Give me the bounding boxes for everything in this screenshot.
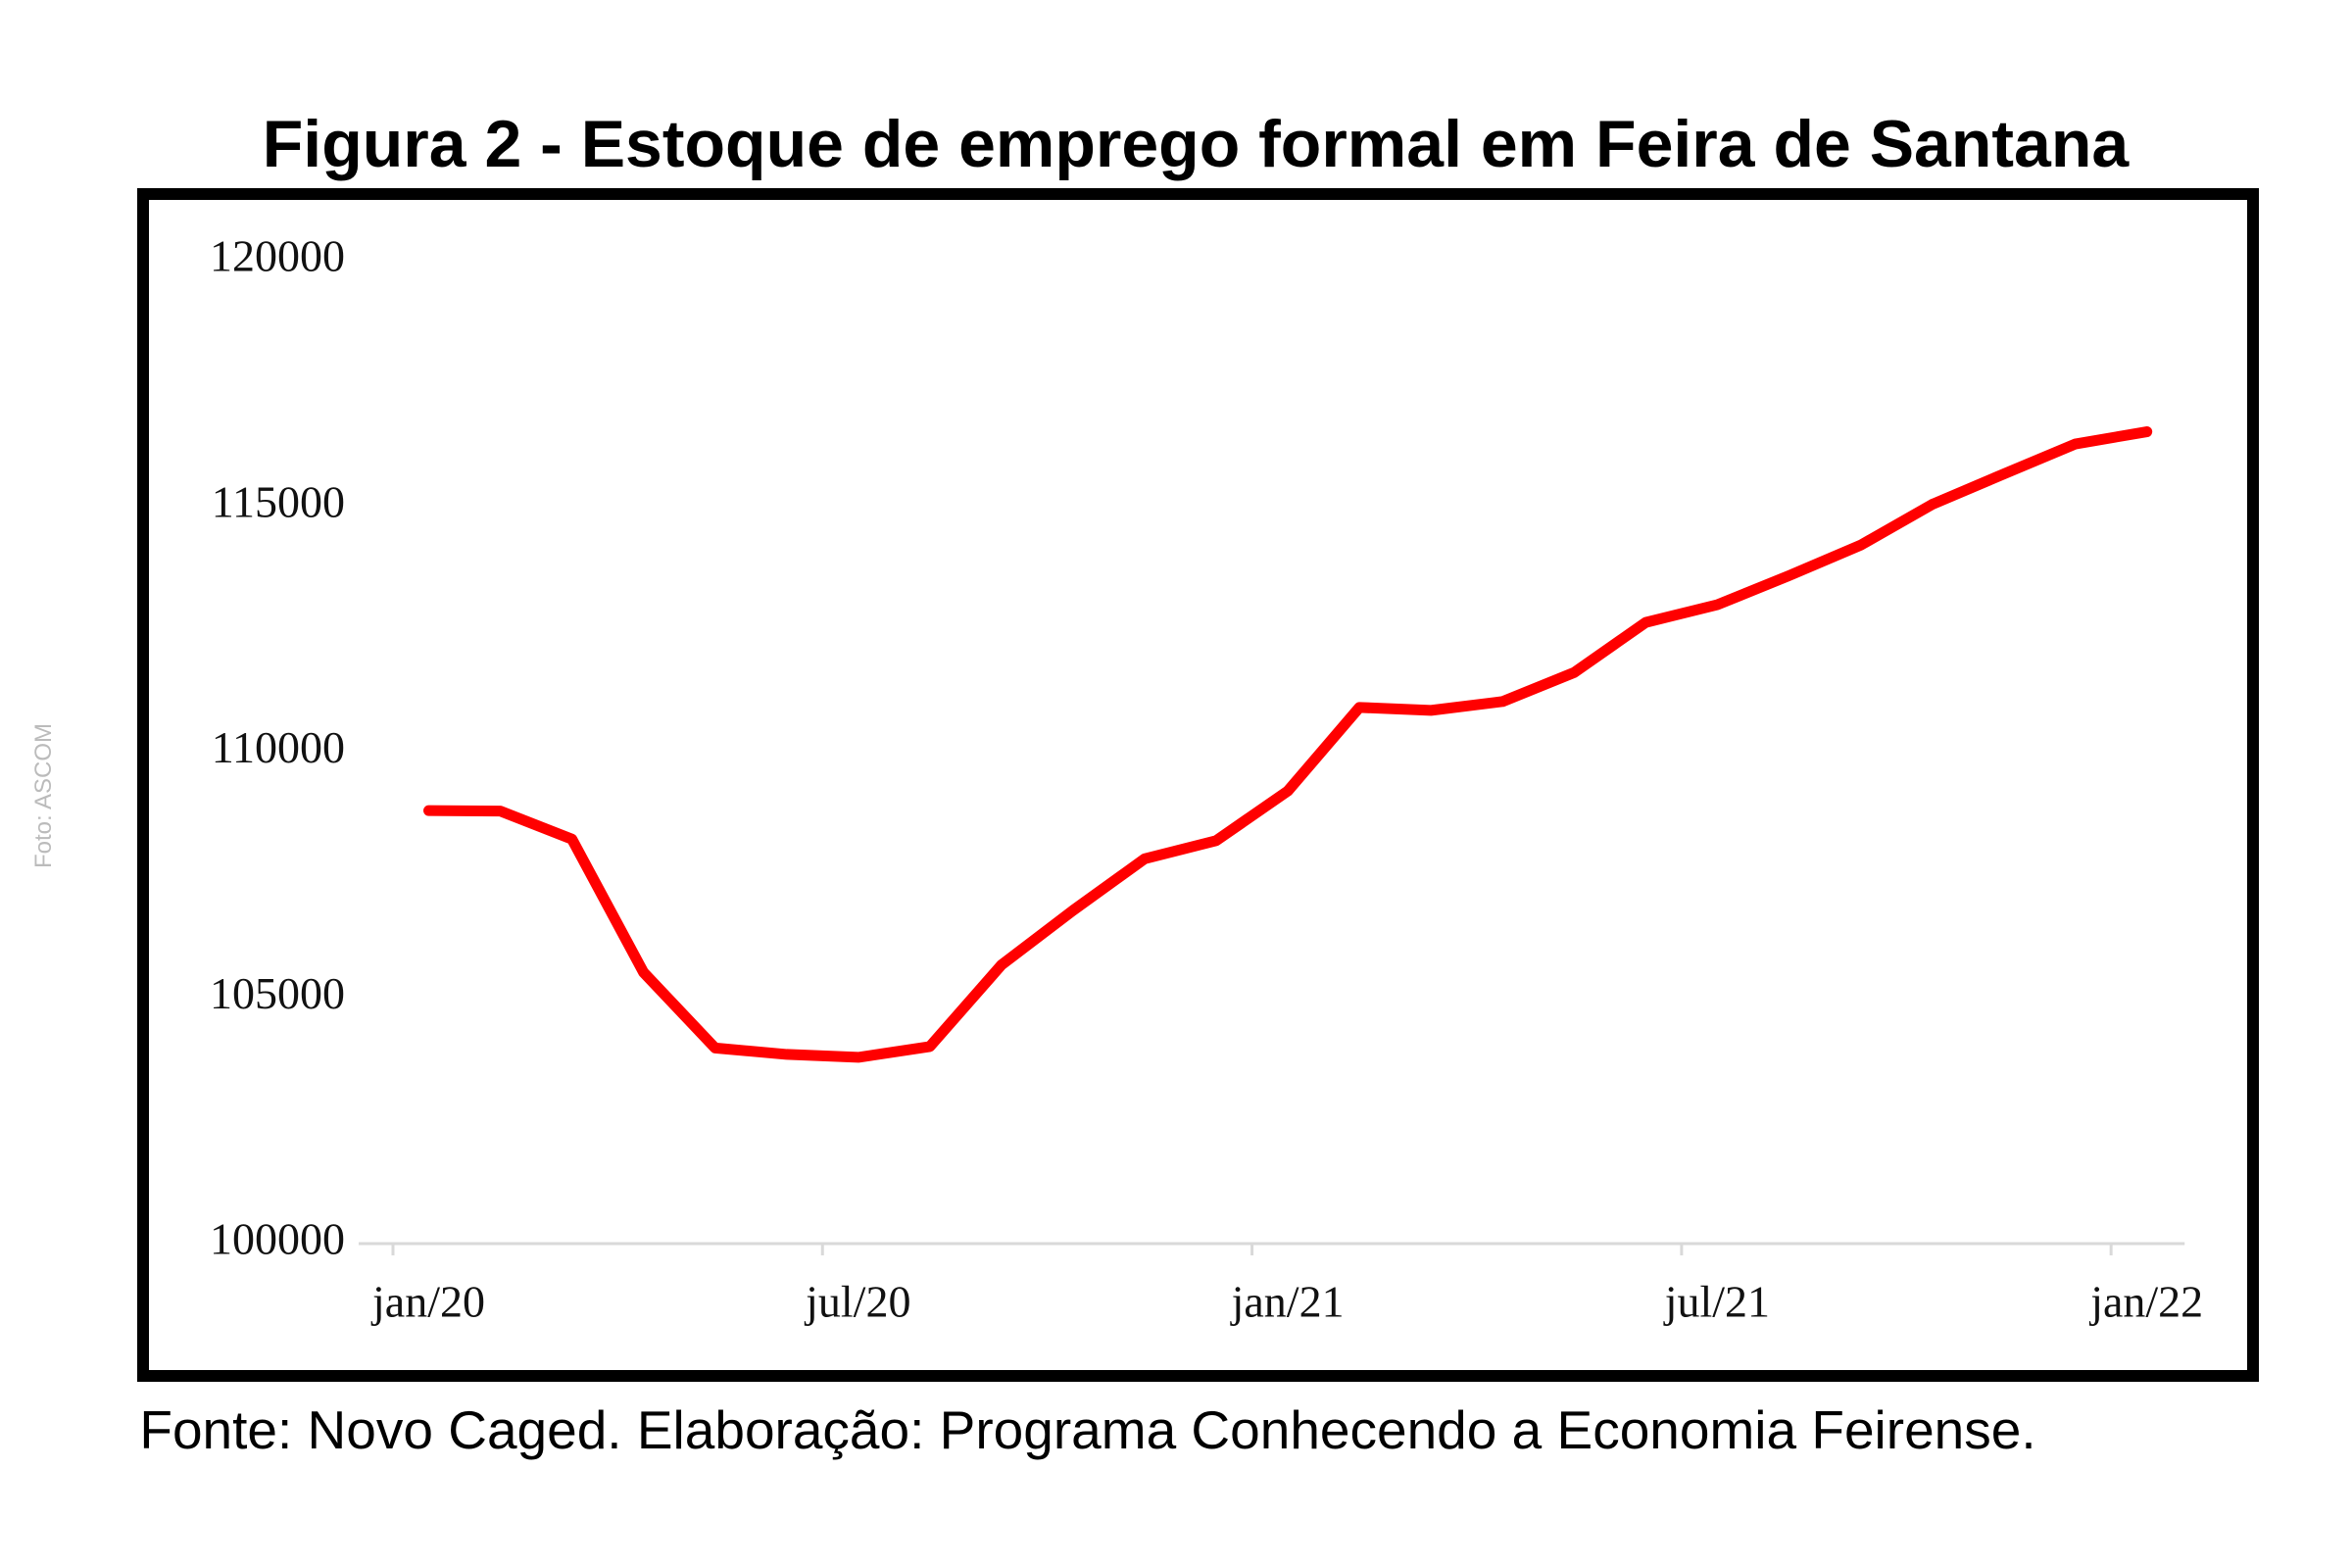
y-tick-label: 105000 <box>210 968 345 1018</box>
y-tick-label: 100000 <box>210 1214 345 1264</box>
y-tick-label: 115000 <box>212 476 345 526</box>
chart-frame <box>137 188 2259 1382</box>
source-note: Fonte: Novo Caged. Elaboração: Programa … <box>139 1399 2035 1460</box>
data-line <box>423 426 2153 1063</box>
x-tick-label: jan/20 <box>370 1277 485 1327</box>
x-tick-label: jul/21 <box>1663 1277 1770 1327</box>
chart-title: Figura 2 - Estoque de emprego formal em … <box>263 107 2131 181</box>
photo-credit: Foto: ASCOM <box>30 723 57 868</box>
y-tick-label: 110000 <box>212 722 345 772</box>
x-tick-label: jul/20 <box>804 1277 910 1327</box>
x-tick-label: jan/22 <box>2088 1277 2203 1327</box>
y-tick-label: 120000 <box>210 231 345 281</box>
x-tick-label: jan/21 <box>1230 1277 1345 1327</box>
